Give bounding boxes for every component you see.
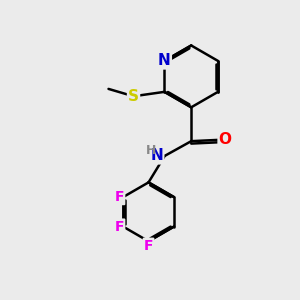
- Text: H: H: [146, 144, 157, 157]
- Text: S: S: [128, 89, 139, 104]
- Text: N: N: [151, 148, 163, 164]
- Text: F: F: [115, 220, 124, 234]
- Text: F: F: [144, 239, 153, 253]
- Text: F: F: [115, 190, 124, 204]
- Text: N: N: [158, 53, 171, 68]
- Text: O: O: [219, 132, 232, 147]
